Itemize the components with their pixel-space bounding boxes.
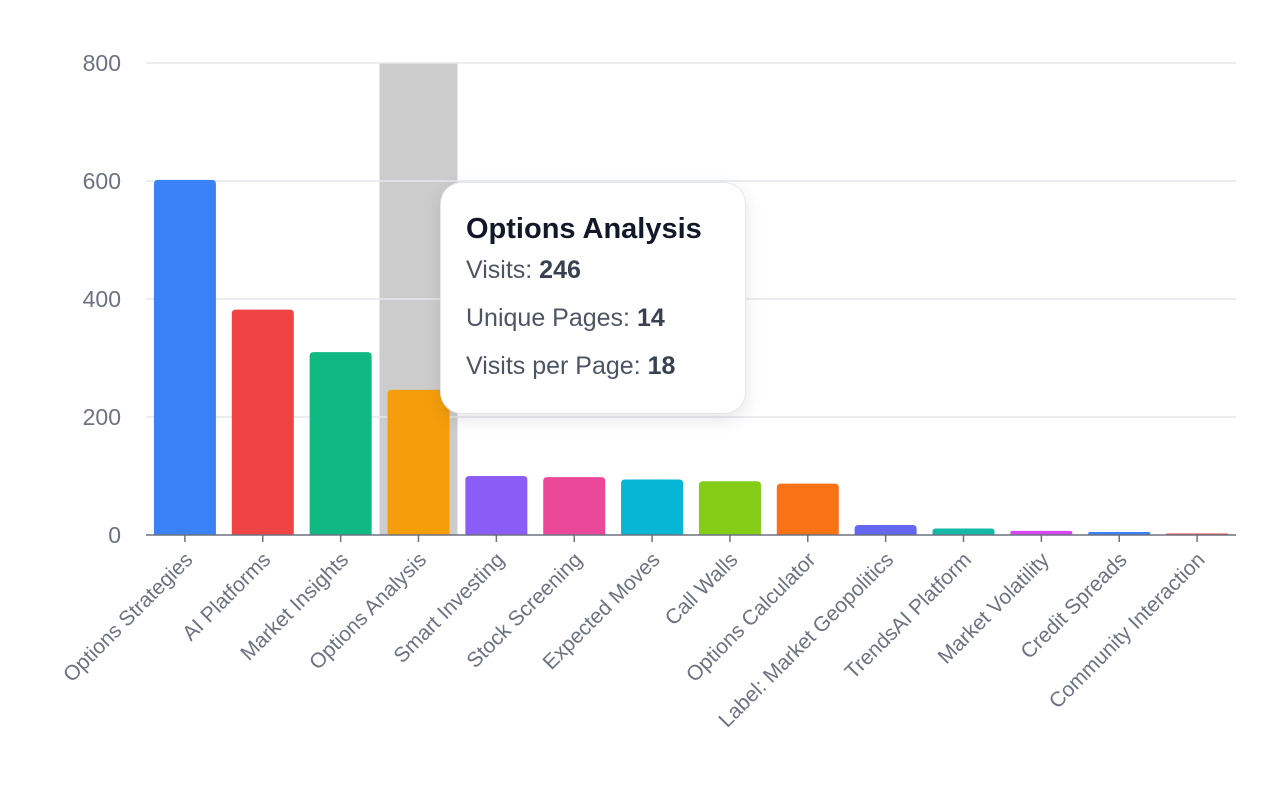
- x-tick-label: Options Calculator: [682, 548, 820, 686]
- tooltip-title: Options Analysis: [466, 213, 702, 245]
- tooltip-visits-value: 246: [539, 256, 581, 284]
- tooltip-unique-pages: Unique Pages: 14: [466, 303, 721, 333]
- bar[interactable]: [621, 479, 684, 535]
- tooltip-visits: Visits: 246: [466, 255, 721, 285]
- y-tick-label: 200: [83, 404, 121, 430]
- tooltip-unique-pages-value: 14: [636, 304, 665, 332]
- x-tick-label: Call Walls: [661, 548, 743, 630]
- chart-tooltip: Options Analysis Visits: 246 Unique Page…: [440, 182, 746, 414]
- y-tick-label: 0: [108, 522, 121, 548]
- bar[interactable]: [387, 389, 450, 535]
- tooltip-visits-per-page: Visits per Page: 18: [466, 351, 721, 381]
- y-tick-label: 600: [83, 168, 121, 194]
- x-tick-label: Options Strategies: [59, 548, 197, 686]
- bar[interactable]: [854, 524, 917, 535]
- y-tick-label: 800: [83, 50, 121, 76]
- y-tick-label: 400: [83, 286, 121, 312]
- tooltip-visits-per-page-label: Visits per Page:: [466, 352, 648, 380]
- tooltip-unique-pages-label: Unique Pages:: [466, 304, 637, 332]
- tooltip-visits-label: Visits:: [466, 256, 540, 284]
- x-tick-label: Community Interaction: [1045, 548, 1210, 713]
- bar[interactable]: [153, 179, 216, 535]
- bar[interactable]: [776, 483, 839, 535]
- bar[interactable]: [309, 352, 372, 535]
- tooltip-visits-per-page-value: 18: [647, 352, 676, 380]
- bar[interactable]: [543, 477, 606, 535]
- bar[interactable]: [465, 476, 528, 535]
- bar[interactable]: [698, 481, 761, 535]
- bar[interactable]: [1010, 530, 1073, 535]
- bar[interactable]: [932, 528, 995, 535]
- bar[interactable]: [231, 309, 294, 535]
